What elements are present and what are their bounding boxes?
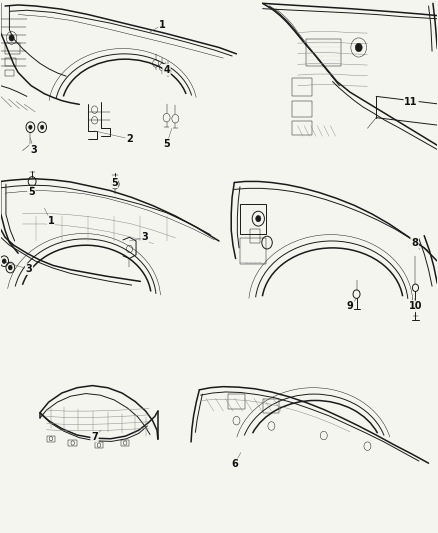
Bar xyxy=(5,43,20,54)
Circle shape xyxy=(9,35,14,41)
Bar xyxy=(250,229,261,243)
Text: 1: 1 xyxy=(159,20,166,30)
Text: 6: 6 xyxy=(231,459,238,469)
Text: 7: 7 xyxy=(91,432,98,442)
Bar xyxy=(306,39,341,66)
Bar xyxy=(292,101,312,117)
Bar xyxy=(263,399,279,413)
Circle shape xyxy=(28,125,32,130)
Bar xyxy=(292,121,312,135)
Bar xyxy=(240,238,266,264)
Bar xyxy=(68,440,77,446)
Text: 3: 3 xyxy=(26,264,32,274)
Text: 2: 2 xyxy=(126,134,133,144)
Circle shape xyxy=(40,125,44,130)
Circle shape xyxy=(9,265,12,270)
Text: 4: 4 xyxy=(163,65,170,75)
Bar xyxy=(228,394,245,409)
Text: 8: 8 xyxy=(411,238,418,247)
Text: 5: 5 xyxy=(111,177,117,188)
Text: 11: 11 xyxy=(404,96,418,107)
Bar xyxy=(5,70,14,76)
Bar xyxy=(5,58,16,66)
Text: 5: 5 xyxy=(28,187,35,197)
Bar xyxy=(95,442,103,448)
Circle shape xyxy=(256,215,261,222)
Text: 3: 3 xyxy=(141,232,148,243)
Circle shape xyxy=(3,259,6,263)
Text: 3: 3 xyxy=(30,144,37,155)
Bar xyxy=(46,435,55,442)
Bar xyxy=(121,440,130,446)
Bar xyxy=(240,204,266,233)
Text: 1: 1 xyxy=(48,216,54,227)
Text: 10: 10 xyxy=(409,301,422,311)
Bar xyxy=(292,78,312,96)
Circle shape xyxy=(355,43,362,52)
Text: 9: 9 xyxy=(346,301,353,311)
Text: 5: 5 xyxy=(163,139,170,149)
